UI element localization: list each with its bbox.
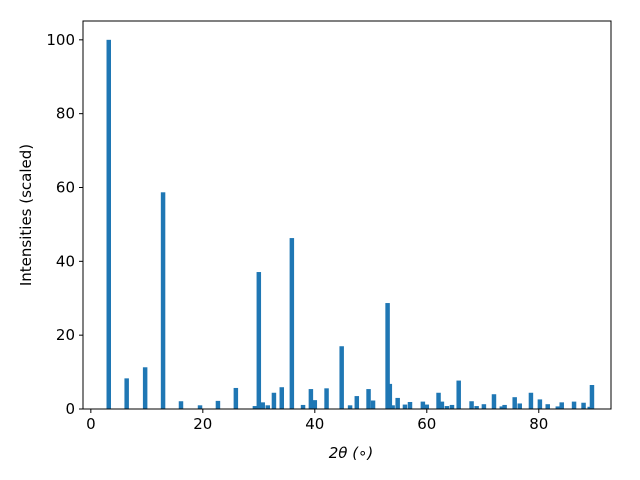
bar — [215, 400, 221, 409]
bar — [512, 397, 517, 409]
x-tick-label: 40 — [305, 415, 324, 433]
bar — [385, 303, 390, 409]
bar — [252, 406, 258, 409]
bar — [256, 272, 262, 409]
bar — [178, 401, 184, 409]
bar — [502, 404, 507, 409]
bar — [517, 403, 522, 409]
bar — [106, 39, 111, 409]
bar — [555, 406, 561, 409]
bar — [160, 192, 166, 409]
bar — [444, 406, 450, 409]
bar — [308, 389, 314, 409]
bar — [439, 401, 445, 409]
bar — [589, 385, 595, 409]
bar — [347, 405, 353, 409]
x-tick-label: 20 — [193, 415, 212, 433]
bar — [436, 392, 441, 409]
bar — [390, 405, 395, 409]
bar — [370, 400, 376, 409]
bar — [402, 404, 408, 409]
bar — [528, 392, 534, 409]
bar — [424, 404, 430, 409]
y-tick-label: 100 — [46, 31, 75, 49]
bar — [366, 389, 371, 409]
bar — [449, 404, 455, 409]
bar — [271, 392, 277, 409]
bar — [407, 401, 413, 409]
x-axis-label: 2θ (∘) — [329, 444, 374, 462]
bar — [324, 388, 329, 409]
y-tick-label: 40 — [56, 252, 75, 270]
bar — [474, 406, 479, 409]
bar — [312, 400, 318, 409]
x-tick-label: 60 — [417, 415, 436, 433]
bar — [300, 404, 306, 409]
bar — [545, 404, 550, 409]
bar — [571, 401, 577, 409]
bar — [339, 346, 344, 409]
bar — [142, 367, 148, 409]
bar — [387, 383, 393, 409]
bar — [279, 387, 285, 409]
y-tick-label: 0 — [65, 400, 75, 418]
bar — [354, 396, 360, 409]
bar — [124, 378, 129, 409]
y-tick-label: 20 — [56, 326, 75, 344]
bar — [481, 404, 487, 409]
y-tick-label: 80 — [56, 105, 75, 123]
bar — [491, 394, 497, 409]
bar — [233, 387, 239, 409]
bar — [456, 380, 461, 409]
bar — [537, 399, 543, 409]
bar — [395, 397, 400, 409]
bar — [289, 238, 295, 409]
bar — [469, 401, 474, 409]
y-tick-label: 60 — [56, 178, 75, 196]
bar — [581, 402, 586, 409]
x-tick-label: 0 — [86, 415, 96, 433]
bar — [265, 405, 271, 409]
plot-frame — [82, 20, 612, 410]
bar — [559, 402, 564, 409]
x-tick-label: 80 — [529, 415, 548, 433]
bar — [260, 402, 265, 409]
y-axis-label: Intensities (scaled) — [17, 144, 35, 286]
bar — [420, 401, 426, 409]
bar — [499, 406, 505, 409]
bar — [197, 405, 203, 409]
